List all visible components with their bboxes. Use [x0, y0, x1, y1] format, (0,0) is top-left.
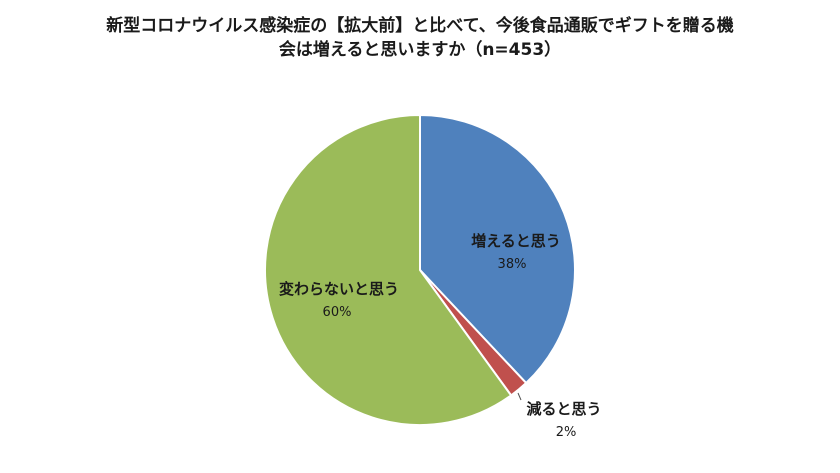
- slice-increase: [419, 113, 576, 385]
- slice-leader-line-decrease: [517, 392, 522, 401]
- slice-no-change: [264, 113, 513, 426]
- slice-pct-no-change: 60%: [323, 305, 352, 320]
- slice-label-no-change: 変わらないと思う: [279, 280, 399, 298]
- slice-pct-increase: 38%: [498, 257, 527, 272]
- pie-slices: [264, 113, 576, 426]
- slice-label-increase: 増えると思う: [471, 232, 561, 250]
- chart-title-line-2: 会は増えると思いますか（n=453）: [278, 40, 562, 60]
- slice-pct-decrease: 2%: [556, 425, 577, 440]
- slice-label-decrease: 減ると思う: [526, 400, 601, 418]
- chart-title-line-1: 新型コロナウイルス感染症の【拡大前】と比べて、今後食品通販でギフトを贈る機: [106, 16, 734, 36]
- chart-title: 新型コロナウイルス感染症の【拡大前】と比べて、今後食品通販でギフトを贈る機 会は…: [0, 14, 840, 62]
